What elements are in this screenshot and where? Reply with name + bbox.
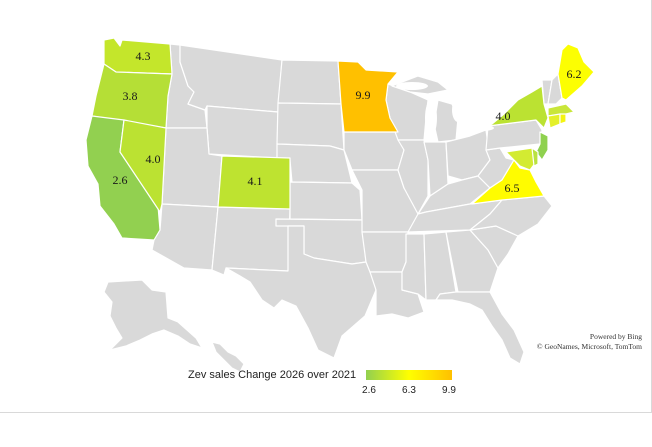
state-new-york[interactable] xyxy=(487,85,549,129)
state-oregon[interactable] xyxy=(91,63,173,129)
state-massachusetts[interactable] xyxy=(547,103,575,117)
state-new-hampshire[interactable] xyxy=(547,73,563,105)
state-maine[interactable] xyxy=(557,43,595,101)
lake-superior xyxy=(396,82,428,90)
state-iowa[interactable] xyxy=(343,131,405,171)
legend-max-label: 9.9 xyxy=(442,385,456,396)
lake-michigan xyxy=(425,100,437,136)
state-connecticut[interactable] xyxy=(547,113,561,129)
label-colorado: 4.1 xyxy=(248,174,263,188)
map-attribution: Powered by Bing © GeoNames, Microsoft, T… xyxy=(537,332,642,352)
label-new-york: 4.0 xyxy=(496,109,511,123)
legend-min-label: 2.6 xyxy=(362,385,376,396)
state-virginia[interactable] xyxy=(471,159,545,205)
label-virginia: 6.5 xyxy=(505,181,520,195)
label-minnesota: 9.9 xyxy=(356,88,371,102)
state-new-mexico[interactable] xyxy=(211,206,291,276)
state-mississippi[interactable] xyxy=(401,233,427,301)
lake-erie xyxy=(470,125,494,131)
lake-huron xyxy=(452,98,464,122)
state-wyoming[interactable] xyxy=(206,105,279,159)
state-montana[interactable] xyxy=(179,44,283,113)
state-arkansas[interactable] xyxy=(361,231,409,273)
state-alaska[interactable] xyxy=(103,279,203,351)
label-maine: 6.2 xyxy=(567,67,582,81)
state-south-dakota[interactable] xyxy=(276,102,345,151)
state-arizona[interactable] xyxy=(151,203,219,271)
label-washington: 4.3 xyxy=(136,49,151,63)
label-nevada: 4.0 xyxy=(146,152,161,166)
state-nevada[interactable] xyxy=(119,119,167,213)
attribution-powered-by: Powered by Bing xyxy=(589,332,642,341)
legend-mid-label: 6.3 xyxy=(402,385,416,396)
legend-title: Zev sales Change 2026 over 2021 xyxy=(188,369,357,381)
state-texas[interactable] xyxy=(225,225,377,359)
state-colorado[interactable] xyxy=(217,155,291,210)
state-kansas[interactable] xyxy=(289,181,363,221)
state-new-jersey[interactable] xyxy=(535,131,549,161)
state-north-dakota[interactable] xyxy=(277,59,342,105)
state-delaware[interactable] xyxy=(531,147,539,167)
attribution-copyright: © GeoNames, Microsoft, TomTom xyxy=(536,342,642,351)
state-minnesota[interactable] xyxy=(337,60,399,133)
state-hawaii[interactable] xyxy=(211,341,245,373)
legend-color-scale xyxy=(366,370,452,380)
state-rhode-island[interactable] xyxy=(559,113,567,125)
us-map[interactable]: 4.3 3.8 2.6 4.0 4.1 9.9 4.0 6.2 6.5 xyxy=(0,0,652,412)
label-oregon: 3.8 xyxy=(123,89,138,103)
state-florida[interactable] xyxy=(435,291,525,365)
label-california: 2.6 xyxy=(113,173,128,187)
